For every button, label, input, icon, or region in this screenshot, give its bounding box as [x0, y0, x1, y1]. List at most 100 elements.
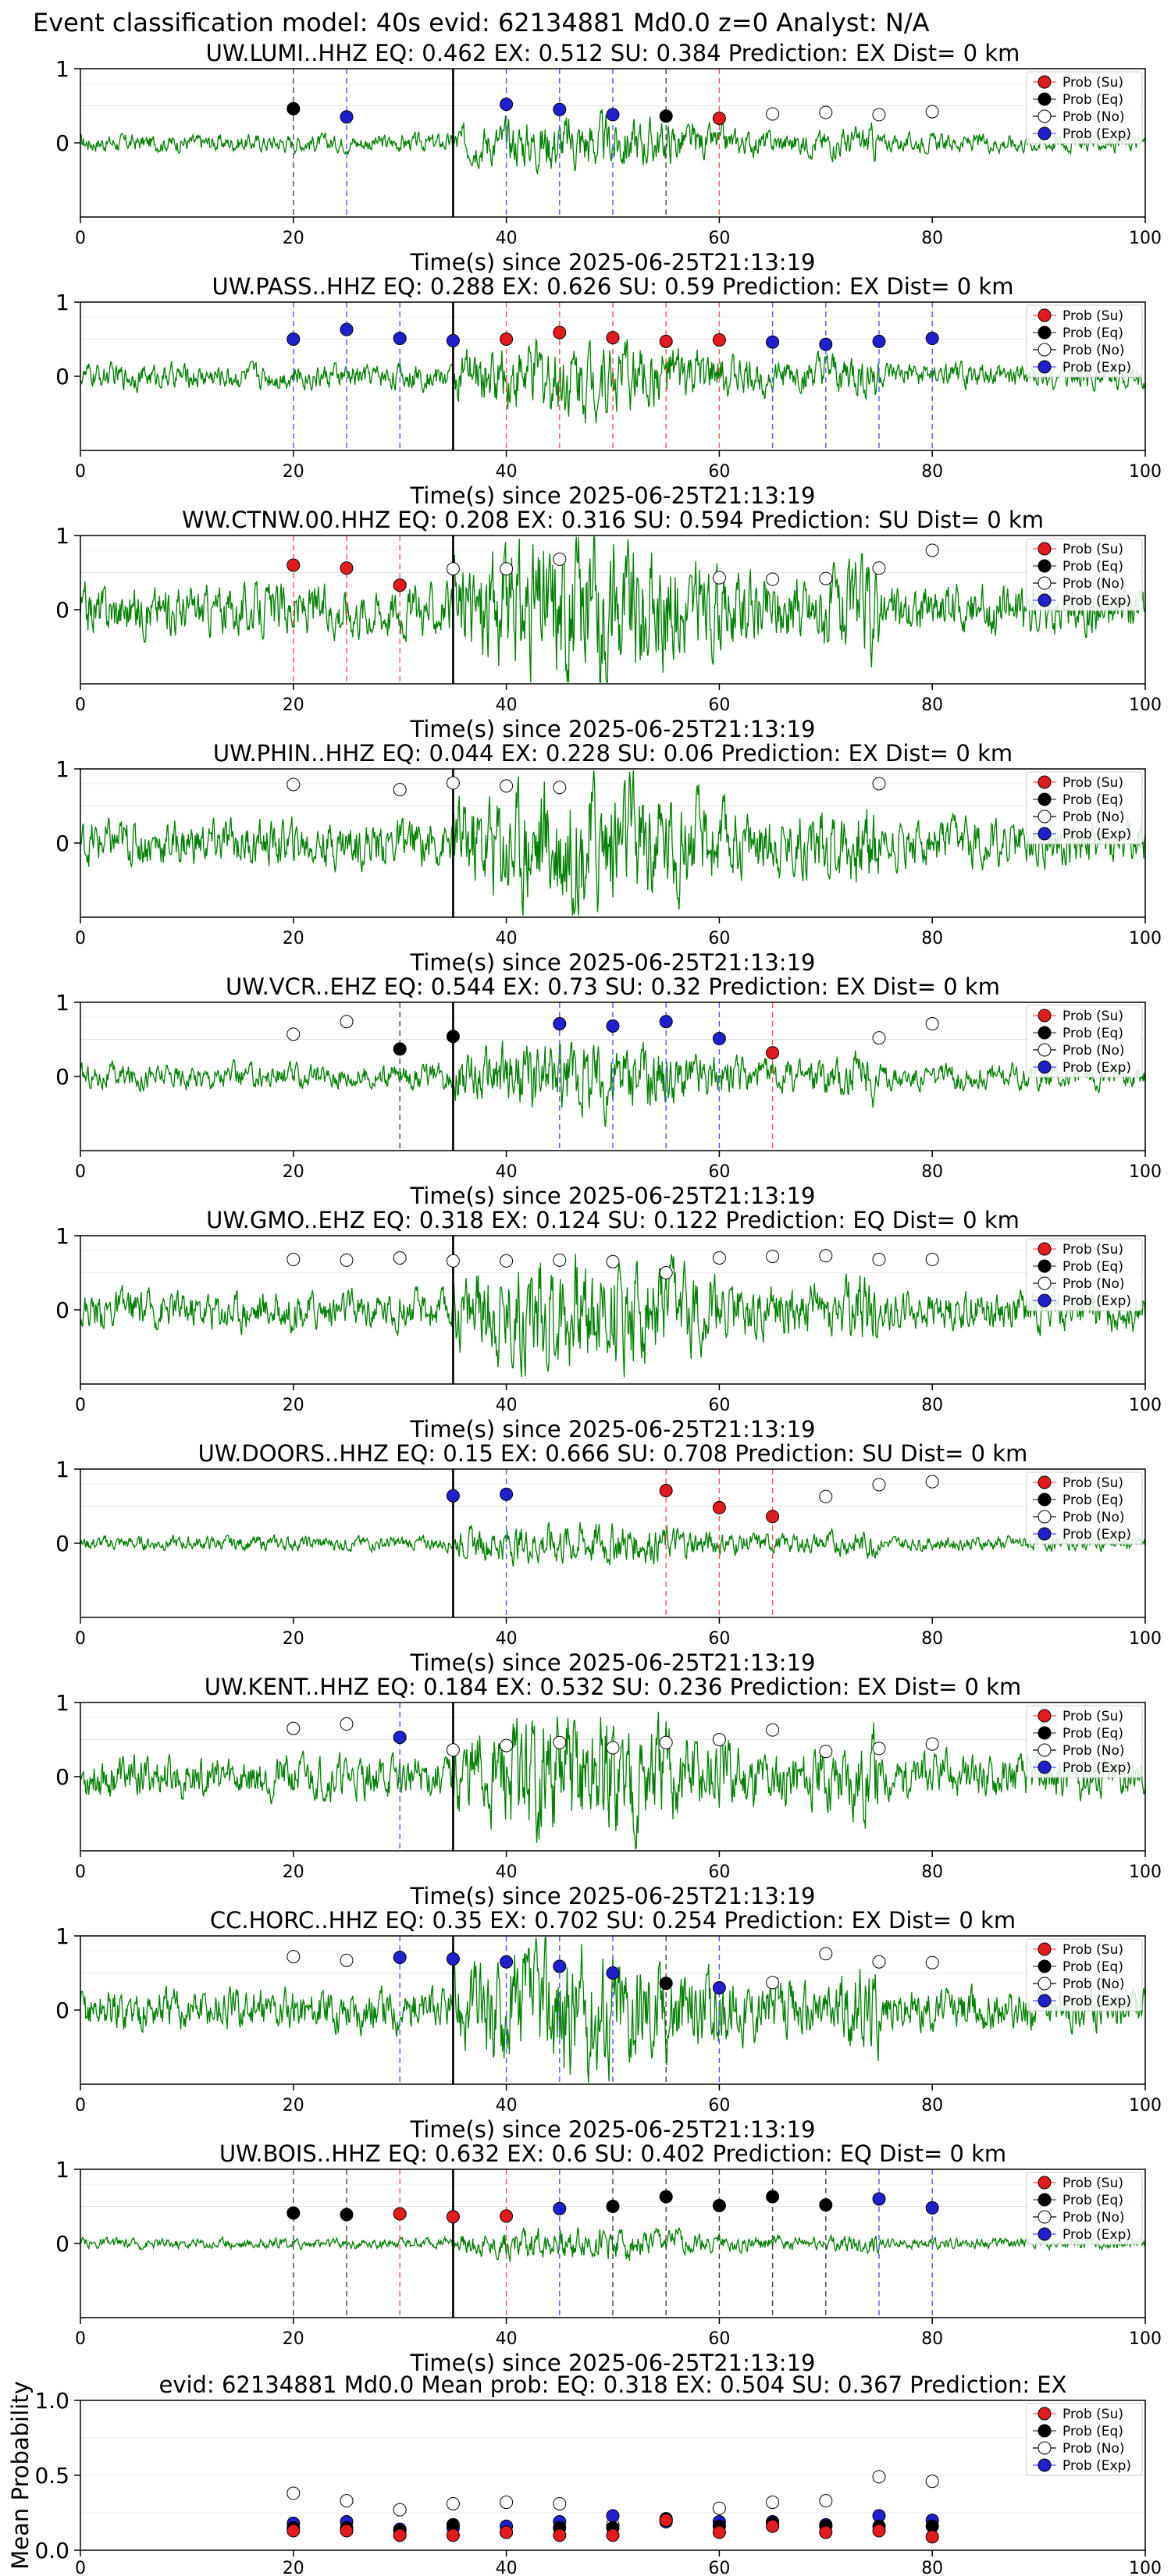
x-tick-label: 20 — [283, 1396, 304, 1415]
legend-marker-exp — [1038, 126, 1052, 141]
probability-point-eq — [446, 1030, 460, 1044]
y-tick-label: 1 — [55, 1223, 69, 1249]
legend-marker-su — [1038, 1475, 1052, 1489]
legend-label: Prob (Eq) — [1062, 1726, 1123, 1742]
station-panel: UW.KENT..HHZ EQ: 0.184 EX: 0.532 SU: 0.2… — [55, 1674, 1162, 1909]
probability-point-exp — [872, 2192, 886, 2206]
y-tick-label: 0 — [55, 597, 69, 623]
legend-marker-no — [1038, 2210, 1052, 2224]
probability-point-no — [553, 781, 567, 795]
panel-title: UW.DOORS..HHZ EQ: 0.15 EX: 0.666 SU: 0.7… — [198, 1440, 1028, 1467]
x-tick-label: 0 — [75, 2329, 86, 2349]
x-tick-label: 0 — [75, 462, 86, 482]
probability-point-su — [606, 331, 620, 345]
legend-box — [1026, 2172, 1143, 2245]
legend-marker-no — [1038, 343, 1052, 357]
legend-label: Prob (Eq) — [1062, 1259, 1123, 1275]
x-axis-label: Time(s) since 2025-06-25T21:13:19 — [410, 949, 816, 976]
x-tick-label: 0 — [75, 2096, 86, 2115]
legend-marker-no — [1038, 809, 1052, 824]
legend-marker-eq — [1038, 2424, 1052, 2438]
waveform-trace — [80, 1521, 1146, 1567]
probability-point-no — [287, 1721, 301, 1735]
probability-point-exp — [712, 1981, 726, 1994]
x-tick-label: 80 — [921, 696, 943, 715]
mean-point-su — [819, 2525, 833, 2539]
mean-point-su — [766, 2519, 780, 2533]
probability-point-exp — [925, 332, 939, 346]
legend-label: Prob (No) — [1062, 343, 1125, 358]
legend-marker-no — [1038, 1276, 1052, 1290]
probability-point-su — [553, 326, 567, 340]
x-axis-label: Time(s) since 2025-06-25T21:13:19 — [410, 1416, 816, 1443]
legend-label: Prob (Exp) — [1062, 2458, 1131, 2474]
x-tick-label: 0 — [75, 2559, 86, 2576]
legend-label: Prob (Exp) — [1062, 1527, 1131, 1542]
probability-point-eq — [659, 109, 673, 123]
y-tick-label: 0 — [55, 831, 69, 856]
x-tick-label: 100 — [1129, 229, 1162, 248]
x-tick-label: 100 — [1129, 2559, 1162, 2576]
probability-point-no — [553, 1253, 567, 1267]
x-tick-label: 20 — [283, 462, 304, 482]
probability-point-eq — [766, 2190, 780, 2204]
y-tick-label: 1 — [55, 56, 69, 82]
probability-point-su — [287, 558, 301, 572]
mean-point-no — [393, 2503, 407, 2517]
x-tick-label: 0 — [75, 696, 86, 715]
panel-title: WW.CTNW.00.HHZ EQ: 0.208 EX: 0.316 SU: 0… — [182, 507, 1044, 533]
x-tick-label: 60 — [708, 2329, 730, 2349]
probability-point-no — [500, 1254, 514, 1268]
legend-marker-eq — [1038, 92, 1052, 106]
mean-point-su — [393, 2528, 407, 2542]
legend-marker-eq — [1038, 1726, 1052, 1740]
station-panel: WW.CTNW.00.HHZ EQ: 0.208 EX: 0.316 SU: 0… — [55, 507, 1162, 742]
legend-label: Prob (Su) — [1062, 1942, 1123, 1958]
x-tick-label: 100 — [1129, 1863, 1162, 1882]
legend-marker-exp — [1038, 2227, 1052, 2241]
probability-point-exp — [340, 110, 354, 124]
probability-point-exp — [553, 2201, 567, 2215]
legend-marker-exp — [1038, 1994, 1052, 2008]
legend-box — [1026, 1938, 1143, 2012]
x-tick-label: 100 — [1129, 462, 1162, 482]
x-tick-label: 60 — [708, 1396, 730, 1415]
probability-point-no — [766, 1976, 780, 1990]
legend-label: Prob (No) — [1062, 109, 1125, 125]
legend-label: Prob (Su) — [1062, 1242, 1123, 1258]
legend-marker-no — [1038, 2441, 1052, 2455]
legend-marker-su — [1038, 308, 1052, 322]
x-tick-label: 60 — [708, 462, 730, 482]
x-tick-label: 20 — [283, 1863, 304, 1882]
x-tick-label: 100 — [1129, 929, 1162, 948]
legend-marker-exp — [1038, 360, 1052, 374]
legend-label: Prob (Exp) — [1062, 360, 1131, 375]
legend-marker-exp — [1038, 2458, 1052, 2472]
legend-label: Prob (Eq) — [1062, 1026, 1123, 1041]
panel-title: UW.VCR..EHZ EQ: 0.544 EX: 0.73 SU: 0.32 … — [226, 973, 1000, 1000]
legend-box — [1026, 1705, 1143, 1778]
mean-point-no — [553, 2496, 567, 2510]
x-tick-label: 100 — [1129, 1162, 1162, 1182]
x-tick-label: 40 — [496, 929, 518, 948]
x-tick-label: 60 — [708, 229, 730, 248]
legend-marker-su — [1038, 2407, 1052, 2421]
probability-point-no — [925, 1737, 939, 1751]
y-tick-label: 1.0 — [34, 2388, 69, 2414]
y-tick-label: 1 — [55, 990, 69, 1016]
station-panel: UW.PASS..HHZ EQ: 0.288 EX: 0.626 SU: 0.5… — [55, 273, 1162, 509]
x-tick-label: 60 — [708, 929, 730, 948]
legend-label: Prob (Exp) — [1062, 126, 1131, 142]
y-tick-label: 1 — [55, 2157, 69, 2183]
probability-point-no — [925, 543, 939, 557]
x-tick-label: 40 — [496, 1863, 518, 1882]
legend-marker-su — [1038, 542, 1052, 556]
legend-marker-eq — [1038, 559, 1052, 573]
mean-point-no — [500, 2496, 514, 2510]
x-axis-label: Time(s) since 2025-06-25T21:13:19 — [410, 2350, 816, 2376]
legend-label: Prob (Exp) — [1062, 1760, 1131, 1776]
waveform-trace — [80, 2227, 1146, 2262]
x-tick-label: 20 — [283, 2096, 304, 2115]
probability-point-su — [446, 2210, 460, 2224]
legend-box — [1026, 2403, 1143, 2476]
